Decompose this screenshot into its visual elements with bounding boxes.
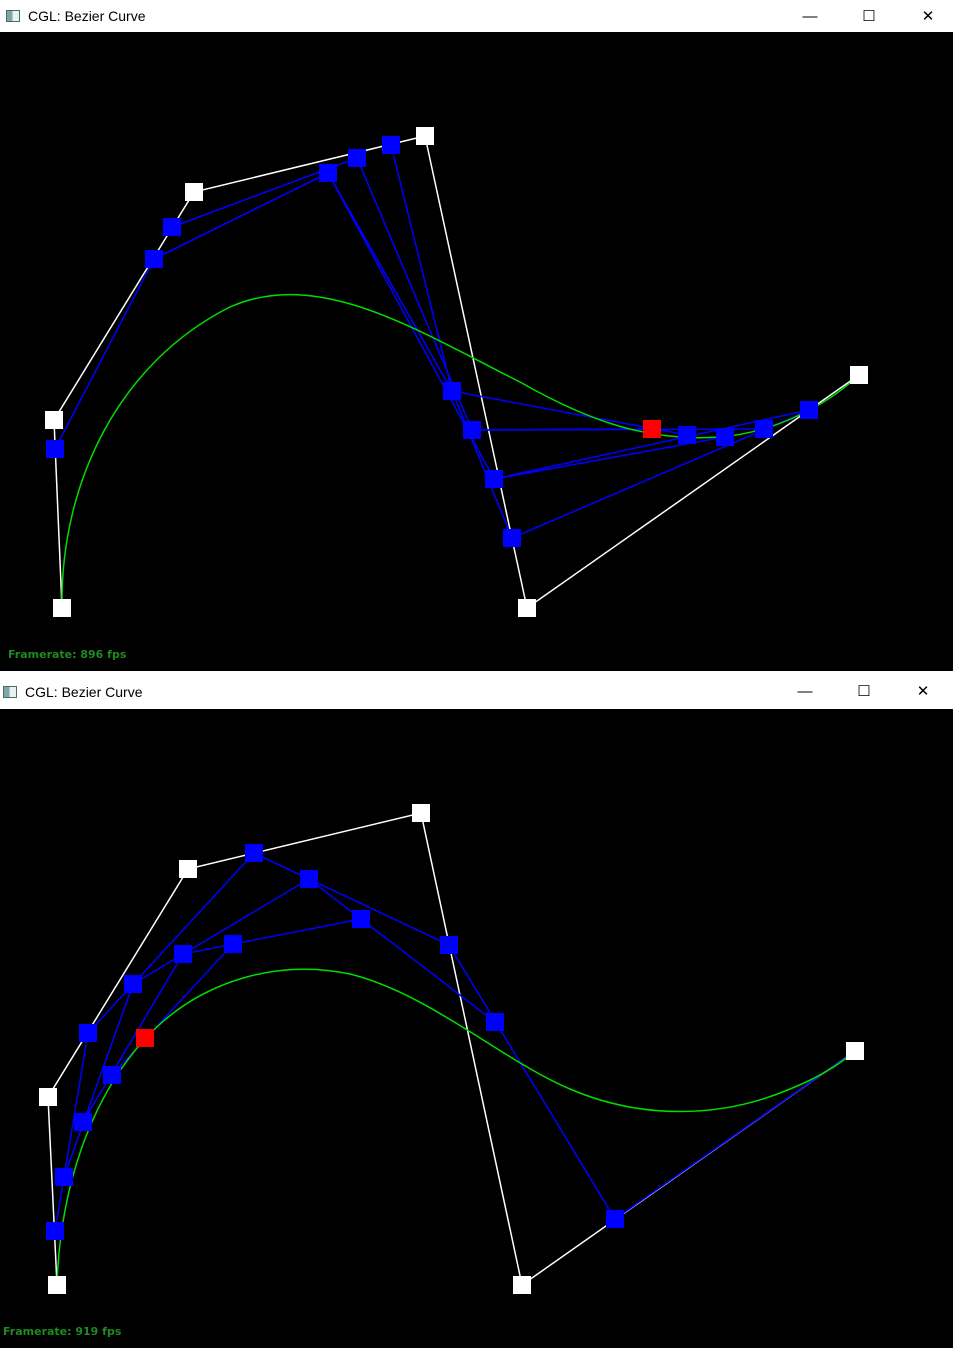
- construction-line-level-2: [171, 157, 765, 431]
- control-point: [850, 366, 868, 384]
- intermediate-point: [55, 1168, 73, 1186]
- bezier-curve: [56, 968, 856, 1286]
- construction-line-level-1: [54, 172, 811, 539]
- construction-line-level-3: [153, 172, 810, 480]
- control-points: [39, 804, 864, 1294]
- intermediate-point: [443, 382, 461, 400]
- intermediate-point: [74, 1113, 92, 1131]
- control-point: [185, 183, 203, 201]
- control-point: [513, 1276, 531, 1294]
- intermediate-point: [440, 936, 458, 954]
- construction-line-level-2: [63, 878, 496, 1178]
- app-window-icon: [6, 10, 20, 22]
- intermediate-point: [606, 1210, 624, 1228]
- intermediate-point: [300, 870, 318, 888]
- construction-line-level-6: [471, 428, 653, 431]
- maximize-button[interactable]: ☐: [862, 8, 876, 25]
- intermediate-point: [503, 529, 521, 547]
- intermediate-point: [174, 945, 192, 963]
- control-point: [39, 1088, 57, 1106]
- bezier-scene: [45, 127, 868, 617]
- window-title: CGL: Bezier Curve: [25, 684, 143, 700]
- title-bar[interactable]: CGL: Bezier Curve: [0, 675, 953, 709]
- intermediate-point: [755, 420, 773, 438]
- minimize-button[interactable]: —: [802, 7, 818, 25]
- intermediate-point: [46, 1222, 64, 1240]
- render-canvas[interactable]: Framerate: 919 fps: [0, 709, 953, 1348]
- control-points: [45, 127, 868, 617]
- control-point: [53, 599, 71, 617]
- bezier-window-2: CGL: Bezier Curve — ☐ ✕: [0, 675, 953, 1348]
- control-point: [412, 804, 430, 822]
- control-polygon: [53, 135, 860, 610]
- intermediate-point: [800, 401, 818, 419]
- close-button[interactable]: ✕: [921, 8, 935, 25]
- control-point: [45, 411, 63, 429]
- construction-line-level-1: [54, 852, 856, 1232]
- bezier-scene: [39, 804, 864, 1294]
- close-button[interactable]: ✕: [916, 683, 930, 700]
- control-polygon: [47, 812, 856, 1287]
- intermediate-points: [46, 136, 818, 547]
- intermediate-point: [79, 1024, 97, 1042]
- intermediate-points: [46, 844, 624, 1240]
- intermediate-point: [46, 440, 64, 458]
- window-title: CGL: Bezier Curve: [28, 8, 146, 24]
- maximize-button[interactable]: ☐: [857, 683, 871, 700]
- intermediate-point: [463, 421, 481, 439]
- minimize-button[interactable]: —: [797, 682, 813, 700]
- intermediate-point: [103, 1066, 121, 1084]
- render-canvas[interactable]: Framerate: 896 fps: [0, 32, 953, 671]
- framerate-label: Framerate: 896 fps: [8, 648, 127, 661]
- intermediate-point: [486, 1013, 504, 1031]
- current-curve-point: [643, 420, 661, 438]
- intermediate-point: [319, 164, 337, 182]
- intermediate-point: [352, 910, 370, 928]
- bezier-window-1: CGL: Bezier Curve — ☐ ✕: [0, 0, 953, 671]
- control-point: [518, 599, 536, 617]
- bezier-curve: [61, 293, 860, 609]
- intermediate-point: [245, 844, 263, 862]
- intermediate-point: [485, 470, 503, 488]
- control-point: [416, 127, 434, 145]
- framerate-label: Framerate: 919 fps: [3, 1325, 122, 1338]
- construction-line-level-4: [390, 144, 688, 436]
- control-point: [179, 860, 197, 878]
- construction-line-level-3: [82, 918, 362, 1123]
- intermediate-point: [716, 428, 734, 446]
- control-point: [846, 1042, 864, 1060]
- intermediate-point: [678, 426, 696, 444]
- control-point: [48, 1276, 66, 1294]
- title-bar[interactable]: CGL: Bezier Curve: [0, 0, 953, 32]
- intermediate-point: [145, 250, 163, 268]
- current-curve-point: [136, 1029, 154, 1047]
- intermediate-point: [348, 149, 366, 167]
- intermediate-point: [163, 218, 181, 236]
- intermediate-point: [224, 935, 242, 953]
- app-window-icon: [3, 686, 17, 698]
- intermediate-point: [382, 136, 400, 154]
- intermediate-point: [124, 975, 142, 993]
